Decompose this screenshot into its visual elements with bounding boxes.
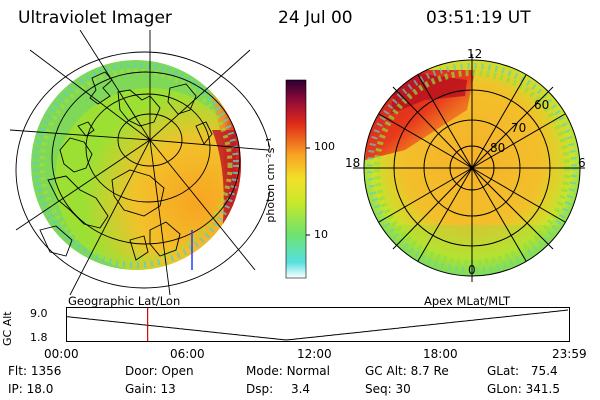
info-flt-value: 1356 — [30, 364, 62, 378]
info-mode: Mode: Normal — [246, 364, 330, 378]
info-glat: GLat: 75.4 — [487, 364, 558, 378]
info-door-label: Door: — [125, 364, 158, 378]
info-glon: GLon: 341.5 — [487, 382, 560, 396]
mlat-label-80: 80 — [490, 141, 506, 155]
mlat-label-70: 70 — [511, 121, 527, 135]
info-gc-alt-label: GC Alt: — [365, 364, 407, 378]
time-tick-0600: 06:00 — [170, 347, 205, 361]
magnetic-polar-image — [353, 54, 585, 282]
apex-caption: Apex MLat/MLT — [424, 294, 511, 308]
altitude-plot-frame — [66, 307, 570, 342]
info-mode-label: Mode: — [246, 364, 283, 378]
mlt-label-0: 0 — [468, 263, 476, 277]
info-door: Door: Open — [125, 364, 194, 378]
info-glon-label: GLon: — [487, 382, 522, 396]
info-door-value: Open — [161, 364, 194, 378]
time-tick-0000: 00:00 — [44, 347, 79, 361]
colorbar: photon cm⁻²s⁻¹ — [264, 79, 310, 279]
instrument-title: Ultraviolet Imager — [18, 8, 172, 28]
info-seq-label: Seq: — [365, 382, 392, 396]
altitude-curve — [66, 309, 569, 341]
info-gc-alt-value: 8.7 Re — [410, 364, 449, 378]
time-label: 03:51:19 UT — [426, 8, 531, 28]
mlt-label-18: 18 — [345, 156, 361, 170]
info-seq: Seq: 30 — [365, 382, 411, 396]
geographic-image — [9, 30, 270, 295]
info-flt: Flt: 1356 — [8, 364, 61, 378]
info-dsp: Dsp: 3.4 — [246, 382, 310, 396]
altitude-ytick-low: 1.8 — [30, 331, 48, 344]
info-seq-value: 30 — [395, 382, 411, 396]
info-mode-value: Normal — [286, 364, 330, 378]
time-tick-2359: 23:59 — [552, 347, 587, 361]
colorbar-gradient — [285, 79, 307, 279]
info-dsp-value: 3.4 — [290, 382, 311, 396]
info-ip-label: IP: — [8, 382, 23, 396]
info-gain-value: 13 — [160, 382, 176, 396]
time-tick-1200: 12:00 — [297, 347, 332, 361]
info-gain-label: Gain: — [125, 382, 157, 396]
colorbar-unit-label: photon cm⁻²s⁻¹ — [264, 137, 277, 222]
info-glat-label: GLat: — [487, 364, 520, 378]
mlat-label-60: 60 — [534, 98, 550, 112]
info-ip: IP: 18.0 — [8, 382, 53, 396]
info-gain: Gain: 13 — [125, 382, 176, 396]
altitude-ylabel: GC Alt — [1, 311, 14, 346]
info-glat-value: 75.4 — [530, 364, 558, 378]
colorbar-tick-label-10: 10 — [314, 228, 328, 241]
info-gc-alt: GC Alt: 8.7 Re — [365, 364, 449, 378]
info-flt-label: Flt: — [8, 364, 27, 378]
mlt-label-12: 12 — [467, 47, 483, 61]
info-glon-value: 341.5 — [525, 382, 560, 396]
time-tick-1800: 18:00 — [423, 347, 458, 361]
date-label: 24 Jul 00 — [278, 8, 353, 28]
mlt-label-6: 6 — [578, 156, 586, 170]
altitude-ytick-high: 9.0 — [30, 307, 48, 320]
info-dsp-label: Dsp: — [246, 382, 274, 396]
geographic-caption: Geographic Lat/Lon — [68, 294, 181, 308]
altitude-plot — [66, 307, 570, 342]
info-ip-value: 18.0 — [26, 382, 54, 396]
colorbar-tick-label-100: 100 — [314, 140, 335, 153]
